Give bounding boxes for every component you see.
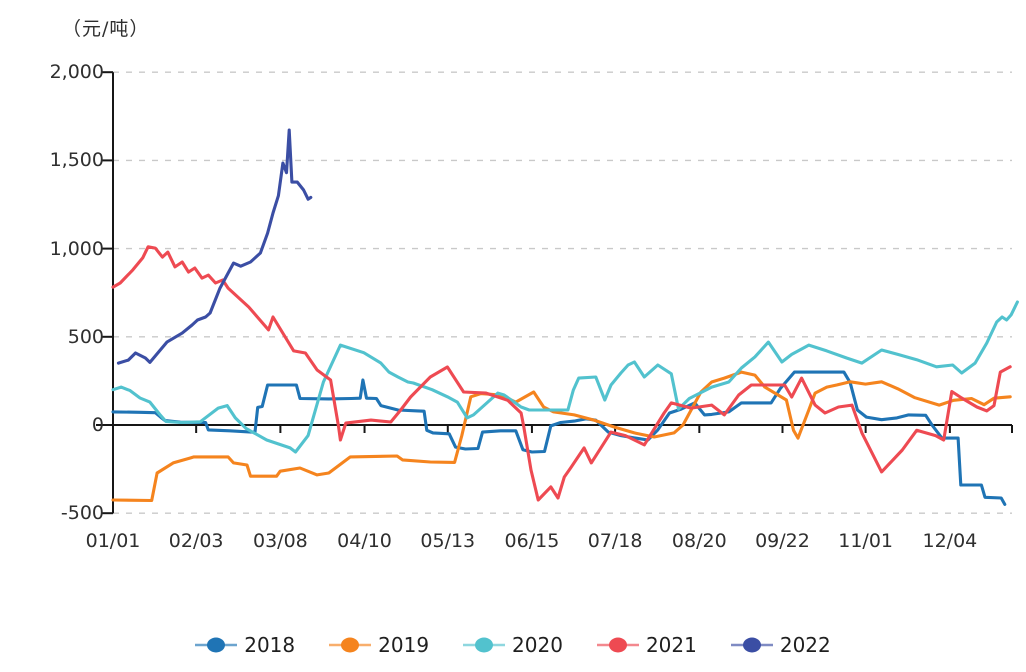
x-axis-tick-label: 05/13 [420,530,476,552]
legend-item-2022[interactable]: 2022 [730,633,831,657]
x-axis-tick-label: 04/10 [337,530,392,552]
series-line-2022 [116,128,313,365]
legend-label: 2019 [378,633,430,657]
legend-marker-icon [596,637,639,653]
series-line-2021 [111,245,1012,502]
legend-marker-icon [195,637,238,653]
legend-item-2021[interactable]: 2021 [596,633,697,657]
legend-label: 2022 [779,633,831,657]
y-axis-tick-label: -500 [60,502,104,525]
y-axis-tick-label: 1,500 [49,149,104,172]
x-axis-tick-label: 02/03 [168,530,224,552]
x-axis-tick-label: 01/01 [85,530,141,552]
x-axis-tick-label: 12/04 [922,530,978,552]
x-axis-tick-label: 07/18 [587,530,643,552]
series-line-2018 [111,370,1007,506]
x-axis-tick-label: 11/01 [838,530,894,552]
axis-unit-label: （元/吨） [62,18,150,40]
x-axis-tick-label: 09/22 [755,530,810,552]
legend-item-2020[interactable]: 2020 [463,633,563,657]
legend-label: 2020 [512,633,563,657]
legend-marker-icon [730,637,773,653]
series-line-2020 [111,300,1019,454]
legend-marker-icon [463,637,506,653]
y-axis-tick-label: 500 [67,325,104,348]
y-axis-tick-label: 0 [91,414,104,436]
legend-marker-icon [329,637,372,653]
y-axis-tick-label: 1,000 [49,237,104,260]
series-line-2019 [111,370,1012,503]
legend-label: 2018 [244,633,296,657]
chart-legend: 2018 2019 2020 2021 2022 [0,633,1026,657]
legend-label: 2021 [645,633,697,657]
y-axis-tick-label: 2,000 [49,61,104,84]
legend-item-2019[interactable]: 2019 [329,633,429,657]
legend-item-2018[interactable]: 2018 [195,633,295,657]
x-axis-tick-label: 06/15 [504,530,560,552]
x-axis-tick-label: 08/20 [671,530,727,552]
x-axis-tick-label: 03/08 [253,530,308,552]
